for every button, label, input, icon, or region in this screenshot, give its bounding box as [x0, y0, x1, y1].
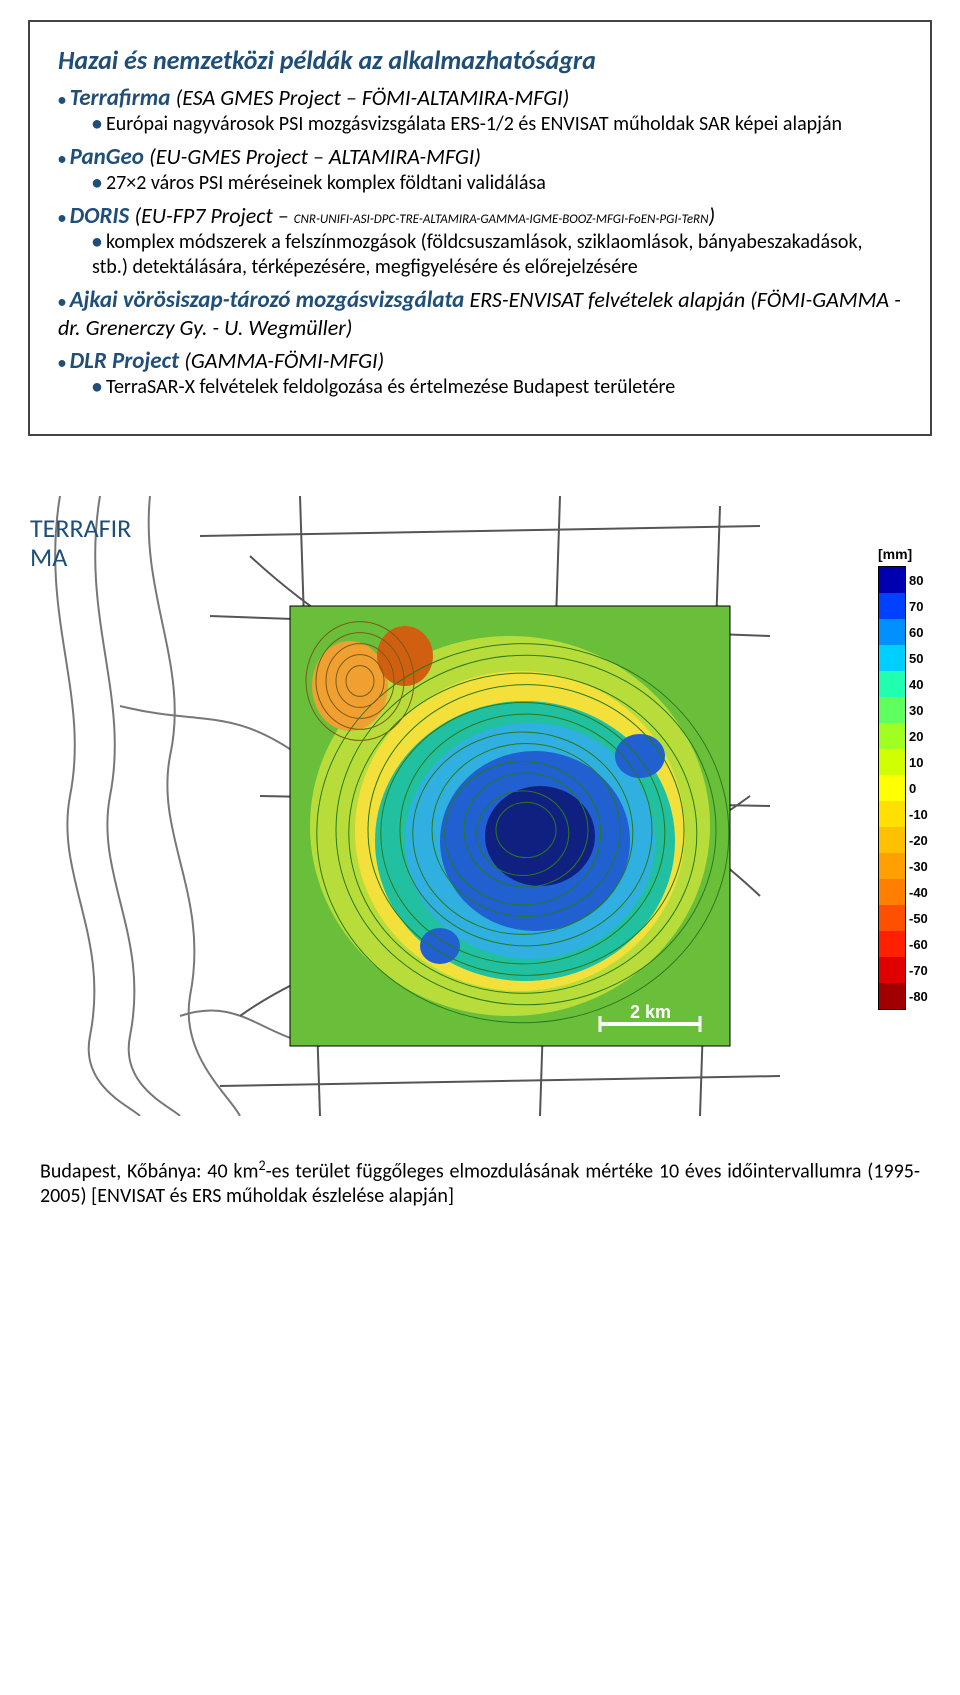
scale-label: 2 km	[630, 1002, 671, 1022]
legend-value: -10	[909, 807, 928, 822]
legend-value: 50	[909, 651, 923, 666]
legend-value: 60	[909, 625, 923, 640]
legend-step: -60	[879, 931, 905, 957]
legend-value: -20	[909, 833, 928, 848]
legend-step: -80	[879, 983, 905, 1009]
legend-value: 20	[909, 729, 923, 744]
legend-value: 40	[909, 677, 923, 692]
project-name: PanGeo	[70, 143, 150, 171]
legend-step: 60	[879, 619, 905, 645]
legend-step: 20	[879, 723, 905, 749]
project-desc: CNR-UNIFI-ASI-DPC-TRE-ALTAMIRA-GAMMA-IGM…	[294, 212, 709, 227]
project-desc: )	[708, 202, 715, 229]
legend-value: 80	[909, 573, 923, 588]
legend-value: -30	[909, 859, 928, 874]
terrafirma-label: TERRAFIRMA	[30, 514, 131, 571]
legend-step: -20	[879, 827, 905, 853]
legend-step: 0	[879, 775, 905, 801]
legend-value: -70	[909, 963, 928, 978]
slide-1: Hazai és nemzetközi példák az alkalmazha…	[0, 0, 960, 456]
project-desc: (GAMMA-FÖMI-MFGI)	[184, 347, 384, 374]
project-sub: komplex módszerek a felszínmozgások (föl…	[92, 230, 902, 280]
legend-value: 0	[909, 781, 916, 796]
legend-value: -80	[909, 989, 928, 1004]
legend-step: 80	[879, 567, 905, 593]
project-item: Terrafirma (ESA GMES Project – FÖMI-ALTA…	[58, 84, 902, 137]
legend-step: 40	[879, 671, 905, 697]
legend-step: -40	[879, 879, 905, 905]
legend-step: 70	[879, 593, 905, 619]
legend-step: -10	[879, 801, 905, 827]
project-desc: (ESA GMES Project – FÖMI-ALTAMIRA-MFGI)	[176, 84, 570, 111]
legend-title: [mm]	[878, 546, 906, 562]
legend-step: -50	[879, 905, 905, 931]
color-legend: [mm] 80706050403020100-10-20-30-40-50-60…	[878, 546, 906, 1010]
project-desc: (EU-GMES Project – ALTAMIRA-MFGI)	[149, 143, 481, 170]
map-caption: Budapest, Kőbánya: 40 km2-es terület füg…	[40, 1157, 920, 1208]
slide-1-title: Hazai és nemzetközi példák az alkalmazha…	[58, 44, 902, 76]
project-name: Terrafirma	[70, 84, 176, 112]
project-list: Terrafirma (ESA GMES Project – FÖMI-ALTA…	[58, 84, 902, 400]
project-name: DLR Project	[70, 347, 185, 375]
legend-step: 10	[879, 749, 905, 775]
legend-value: 70	[909, 599, 923, 614]
project-desc: (EU-FP7 Project –	[134, 202, 293, 229]
project-name: DORIS	[70, 202, 135, 230]
legend-value: -50	[909, 911, 928, 926]
legend-value: 30	[909, 703, 923, 718]
legend-value: 10	[909, 755, 923, 770]
legend-value: -60	[909, 937, 928, 952]
map-container: 2 km	[0, 496, 960, 1116]
project-sub: TerraSAR-X felvételek feldolgozása és ér…	[92, 375, 902, 400]
legend-step: 30	[879, 697, 905, 723]
project-item: DLR Project (GAMMA-FÖMI-MFGI)TerraSAR-X …	[58, 347, 902, 400]
legend-step: -30	[879, 853, 905, 879]
legend-bar: 80706050403020100-10-20-30-40-50-60-70-8…	[878, 566, 906, 1010]
legend-step: 50	[879, 645, 905, 671]
project-item: DORIS (EU-FP7 Project – CNR-UNIFI-ASI-DP…	[58, 202, 902, 280]
project-sub: 27×2 város PSI méréseinek komplex földta…	[92, 171, 902, 196]
project-item: PanGeo (EU-GMES Project – ALTAMIRA-MFGI)…	[58, 143, 902, 196]
project-name: Ajkai vörösiszap-tározó mozgásvizsgálata	[70, 286, 470, 314]
legend-step: -70	[879, 957, 905, 983]
slide-2: 2 km TERRAFIRMA [mm] 80706050403020100-1…	[0, 496, 960, 1216]
project-item: Ajkai vörösiszap-tározó mozgásvizsgálata…	[58, 286, 902, 341]
displacement-map: 2 km	[0, 496, 960, 1116]
legend-value: -40	[909, 885, 928, 900]
project-sub: Európai nagyvárosok PSI mozgásvizsgálata…	[92, 112, 902, 137]
slide-1-frame: Hazai és nemzetközi példák az alkalmazha…	[28, 20, 932, 436]
